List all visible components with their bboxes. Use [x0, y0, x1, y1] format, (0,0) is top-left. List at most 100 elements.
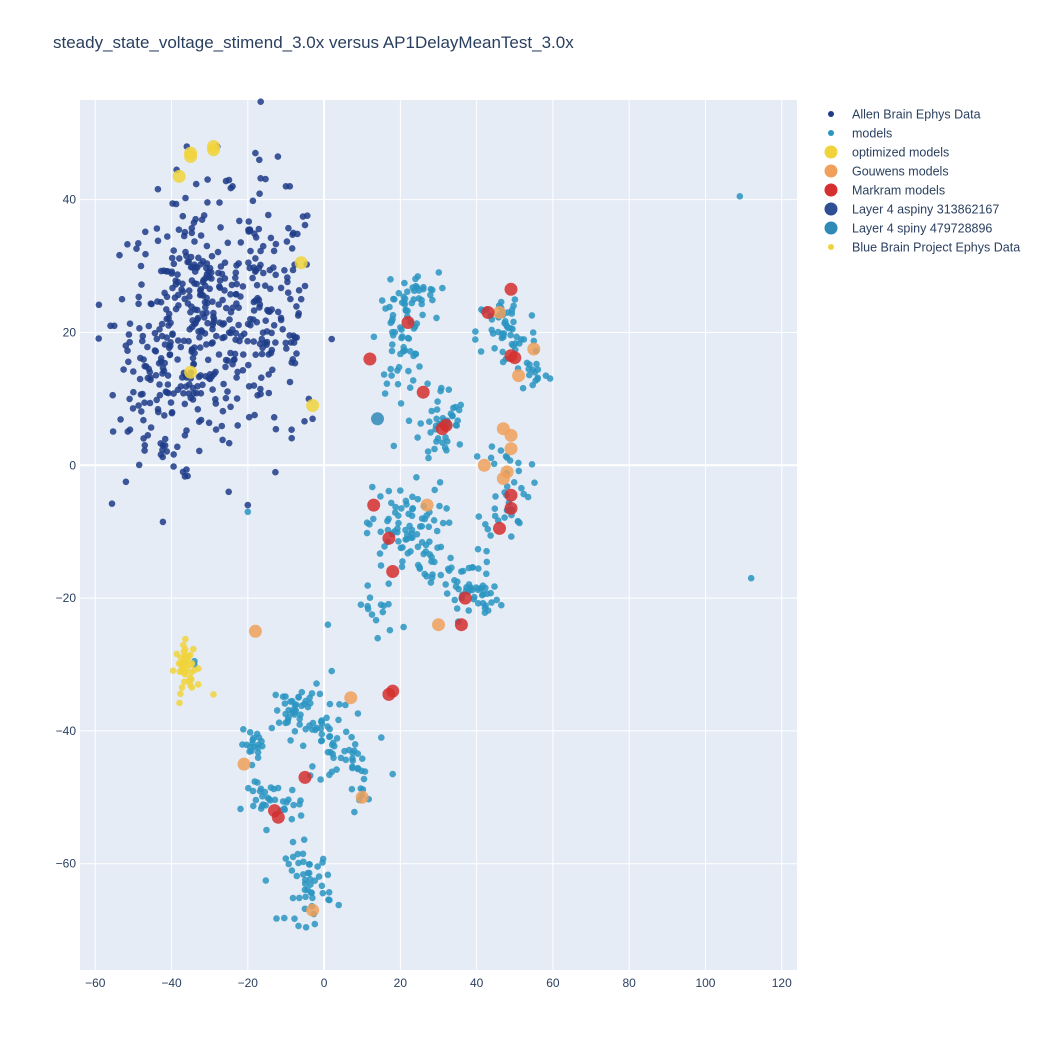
- data-point: [435, 422, 449, 436]
- data-point: [431, 486, 439, 494]
- data-point: [279, 326, 287, 333]
- data-point: [298, 688, 306, 696]
- data-point: [376, 550, 384, 557]
- data-point: [283, 238, 291, 245]
- legend-item[interactable]: Allen Brain Ephys Data: [828, 108, 981, 122]
- legend-item[interactable]: Layer 4 aspiny 313862167: [824, 202, 1000, 217]
- data-point: [138, 408, 145, 415]
- data-point: [250, 298, 258, 306]
- legend-item[interactable]: Gouwens models: [824, 164, 949, 179]
- data-point: [193, 280, 200, 288]
- data-point: [404, 550, 412, 557]
- data-point: [181, 432, 189, 439]
- data-point: [141, 442, 149, 449]
- data-point: [306, 903, 320, 917]
- data-point: [289, 231, 296, 238]
- data-point: [199, 292, 207, 299]
- data-point: [481, 306, 495, 319]
- data-point: [209, 325, 216, 333]
- data-point: [534, 366, 542, 373]
- data-point: [395, 538, 402, 545]
- data-point: [152, 372, 160, 379]
- legend-item[interactable]: optimized models: [824, 145, 950, 160]
- data-point: [397, 544, 405, 552]
- data-point: [471, 593, 478, 601]
- data-point: [172, 169, 186, 183]
- legend[interactable]: Allen Brain Ephys Data models optimized mo…: [824, 108, 1021, 255]
- data-point: [210, 309, 217, 317]
- data-point: [442, 434, 449, 441]
- data-point: [245, 218, 253, 225]
- data-point: [441, 444, 449, 451]
- data-point: [167, 342, 174, 350]
- data-point: [391, 509, 399, 516]
- data-point: [296, 721, 304, 728]
- data-point: [398, 326, 405, 333]
- data-point: [289, 894, 297, 902]
- data-point: [286, 332, 293, 339]
- data-point: [433, 415, 440, 423]
- data-point: [405, 367, 412, 375]
- data-point: [386, 565, 400, 578]
- data-point: [272, 339, 279, 346]
- data-point: [349, 757, 357, 764]
- data-point: [271, 810, 285, 824]
- data-point: [408, 299, 416, 307]
- data-point: [204, 319, 211, 327]
- data-point: [144, 432, 152, 439]
- data-point: [405, 417, 413, 425]
- data-point: [419, 311, 426, 319]
- data-point: [301, 700, 308, 708]
- data-point: [400, 623, 407, 631]
- data-point: [427, 579, 435, 586]
- data-point: [135, 293, 142, 301]
- data-point: [116, 251, 123, 259]
- data-point: [180, 648, 188, 655]
- data-point: [389, 332, 397, 339]
- data-point: [237, 239, 245, 246]
- data-point: [145, 365, 153, 373]
- data-point: [483, 570, 490, 578]
- data-point: [225, 176, 233, 184]
- data-point: [351, 741, 359, 748]
- data-point: [294, 850, 302, 858]
- legend-item[interactable]: Blue Brain Project Ephys Data: [828, 241, 1020, 255]
- data-point: [286, 378, 294, 386]
- data-point: [178, 684, 186, 691]
- series-3: [237, 306, 541, 917]
- legend-item[interactable]: models: [828, 127, 892, 141]
- data-point: [190, 360, 197, 368]
- data-point: [170, 260, 178, 268]
- legend-item[interactable]: Markram models: [824, 183, 946, 198]
- data-point: [176, 255, 183, 262]
- data-point: [285, 224, 292, 232]
- data-point: [164, 381, 172, 388]
- data-point: [204, 176, 211, 183]
- data-point: [288, 245, 296, 252]
- legend-item[interactable]: Layer 4 spiny 479728896: [824, 221, 993, 236]
- data-point: [433, 406, 441, 413]
- data-point: [424, 380, 431, 388]
- data-point: [148, 300, 155, 308]
- data-point: [414, 434, 421, 441]
- data-point: [126, 395, 133, 403]
- data-point: [306, 694, 313, 702]
- data-point: [233, 374, 240, 381]
- data-point: [265, 211, 272, 219]
- data-point: [395, 519, 402, 527]
- data-point: [301, 876, 309, 884]
- data-point: [174, 443, 181, 451]
- data-point: [197, 286, 205, 293]
- data-point: [187, 263, 195, 271]
- data-point: [160, 267, 168, 275]
- data-point: [168, 409, 176, 417]
- data-point: [257, 785, 265, 793]
- data-point: [364, 582, 372, 589]
- data-point: [199, 381, 206, 389]
- data-point: [224, 239, 232, 247]
- data-point: [222, 356, 230, 364]
- data-point: [263, 338, 271, 346]
- data-markers: [95, 98, 755, 931]
- data-point: [387, 365, 395, 373]
